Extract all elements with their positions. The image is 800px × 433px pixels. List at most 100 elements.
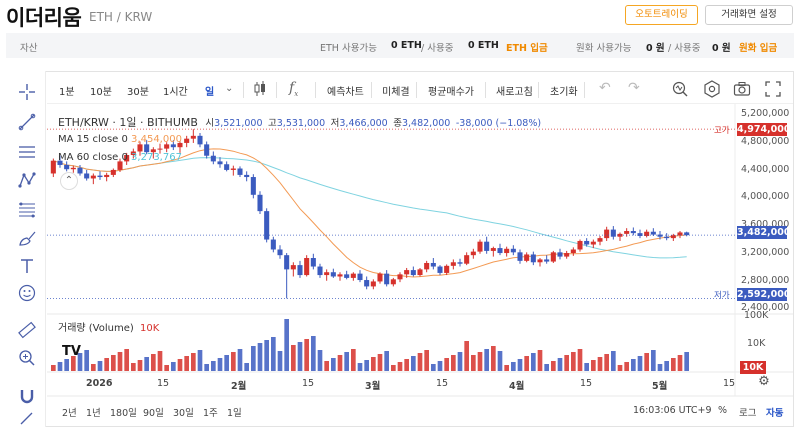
candle-body	[417, 269, 423, 276]
range-30d[interactable]: 30일	[173, 408, 194, 419]
settings-gear-icon[interactable]	[703, 80, 721, 102]
candle-body	[484, 241, 490, 251]
range-2y[interactable]: 2년	[62, 408, 77, 419]
range-180d[interactable]: 180일	[110, 408, 137, 419]
range-1d[interactable]: 1일	[227, 408, 242, 419]
brush-icon[interactable]	[18, 229, 36, 247]
interval-1m[interactable]: 1분	[59, 87, 75, 98]
volume-bar	[391, 365, 396, 371]
volume-bar	[604, 354, 609, 371]
quick-search-icon[interactable]	[672, 80, 688, 102]
volume-bar	[597, 357, 603, 371]
screen-settings-button[interactable]: 거래화면 설정	[705, 5, 793, 25]
toolbar-divider	[538, 82, 539, 98]
candle-body	[464, 255, 470, 264]
auto-scale-button[interactable]: 자동	[766, 408, 784, 419]
candle-body	[150, 149, 156, 153]
volume-scale-label: 10K	[747, 338, 766, 349]
coin-name: 이더리움	[6, 6, 82, 30]
volume-bar	[557, 358, 563, 371]
time-label: 15	[157, 378, 170, 389]
chart-settings-icon[interactable]: ⚙	[755, 374, 773, 392]
avg-buy-price-button[interactable]: 평균매수가	[428, 87, 474, 98]
volume-bar	[324, 361, 329, 371]
interval-10m[interactable]: 10분	[90, 87, 112, 98]
crosshair-icon[interactable]	[18, 83, 36, 101]
time-label: 15	[302, 378, 315, 389]
legend-close-label: 종	[393, 118, 402, 129]
volume-bar	[631, 359, 636, 371]
pattern-icon[interactable]	[18, 171, 36, 189]
candle-body	[157, 148, 163, 150]
percent-scale-button[interactable]: %	[718, 405, 728, 416]
volume-bar	[684, 352, 689, 371]
volume-bar	[571, 352, 576, 371]
forecast-chart-button[interactable]: 예측차트	[327, 87, 364, 98]
camera-icon[interactable]	[733, 80, 751, 102]
volume-bar	[617, 365, 623, 371]
candle-body	[370, 281, 376, 287]
toolbar-divider	[584, 82, 585, 98]
candle-body	[324, 272, 330, 276]
text-tool-icon[interactable]	[18, 257, 36, 275]
open-orders-button[interactable]: 미체결	[382, 87, 410, 98]
candle-body	[90, 175, 96, 179]
candle-body	[637, 233, 643, 236]
candle-body	[184, 138, 190, 143]
chevron-down-icon[interactable]: ⌄	[225, 83, 234, 94]
horizontal-lines-icon[interactable]	[18, 143, 36, 161]
interval-1h[interactable]: 1시간	[163, 87, 188, 98]
candle-body	[597, 238, 603, 242]
candle-body	[344, 274, 350, 278]
candle-body	[337, 274, 343, 277]
candle-body	[77, 167, 83, 174]
fullscreen-icon[interactable]	[765, 80, 781, 102]
volume-bar	[364, 360, 369, 371]
volume-bar	[544, 364, 549, 371]
time-label: 3월	[365, 381, 381, 392]
candle-body	[664, 236, 670, 239]
log-scale-button[interactable]: 로그	[739, 408, 757, 419]
volume-bar	[404, 359, 409, 371]
candle-body	[564, 253, 570, 257]
collapse-legend-icon[interactable]: ⌃	[60, 172, 78, 190]
volume-bar	[531, 353, 536, 371]
candle-body	[130, 151, 136, 156]
redo-icon[interactable]: ↷	[628, 80, 640, 96]
reset-button[interactable]: 초기화	[550, 87, 578, 98]
undo-icon[interactable]: ↶	[599, 80, 611, 96]
refresh-button[interactable]: 새로고침	[496, 87, 533, 98]
ruler-icon[interactable]	[18, 321, 36, 339]
magnet-icon[interactable]	[18, 387, 36, 405]
interval-30m[interactable]: 30분	[127, 87, 149, 98]
candle-body	[457, 262, 463, 264]
volume-bar	[577, 349, 583, 371]
volume-bar	[277, 351, 283, 371]
volume-bar	[157, 351, 163, 371]
indicator-fx-icon[interactable]: fx	[289, 80, 299, 98]
volume-bar	[311, 336, 316, 371]
clock[interactable]: 16:03:06 UTC+9	[633, 405, 712, 416]
volume-bar	[477, 352, 483, 371]
candle-body	[490, 248, 496, 251]
krw-deposit-link[interactable]: 원화 입금	[739, 43, 778, 54]
candle-body	[110, 169, 116, 175]
volume-bar	[471, 355, 476, 371]
candle-type-icon[interactable]	[253, 80, 267, 102]
volume-bar	[584, 363, 589, 371]
range-1y[interactable]: 1년	[86, 408, 101, 419]
eth-deposit-link[interactable]: ETH 입금	[506, 43, 548, 54]
trend-line-icon[interactable]	[18, 113, 36, 131]
eth-available-value: 0 ETH	[391, 40, 422, 51]
volume-bar	[184, 356, 189, 371]
zoom-in-icon[interactable]	[18, 349, 36, 367]
pencil-icon[interactable]	[18, 411, 36, 429]
interval-day[interactable]: 일	[205, 87, 215, 98]
range-90d[interactable]: 90일	[143, 408, 164, 419]
emoji-icon[interactable]	[18, 284, 36, 302]
range-1w[interactable]: 1주	[203, 408, 218, 419]
fibonacci-icon[interactable]	[18, 201, 36, 219]
coin-pair: ETH / KRW	[89, 10, 153, 24]
auto-trading-button[interactable]: 오토트레이딩	[625, 5, 698, 25]
